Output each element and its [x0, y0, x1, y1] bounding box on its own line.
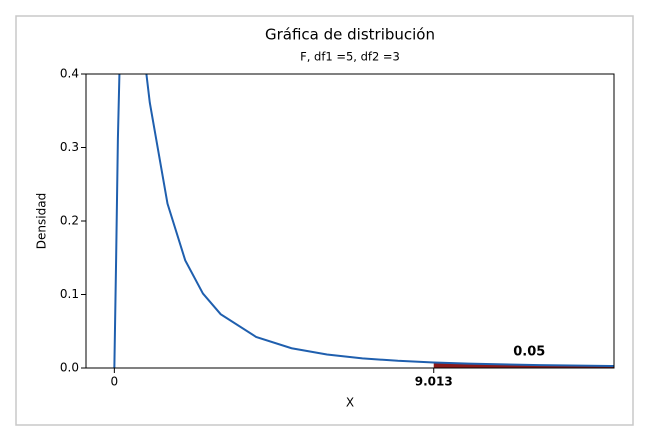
y-tick-label: 0.2 — [60, 214, 79, 228]
y-axis-label: Densidad — [35, 193, 49, 249]
area-label: 0.05 — [513, 345, 545, 360]
density-curve — [113, 74, 614, 368]
plot-area — [113, 74, 614, 368]
y-tick-label: 0.0 — [60, 361, 79, 375]
y-tick-label: 0.4 — [60, 67, 79, 81]
x-axis-label: X — [346, 396, 354, 410]
y-tick-label: 0.1 — [60, 287, 79, 301]
x-tick-label: 0 — [111, 375, 119, 389]
x-tick-label: 9.013 — [415, 375, 453, 389]
chart-subtitle: F, df1 =5, df2 =3 — [300, 50, 400, 64]
chart-title: Gráfica de distribución — [265, 26, 435, 44]
figure-frame — [15, 15, 634, 426]
y-tick-label: 0.3 — [60, 140, 79, 154]
